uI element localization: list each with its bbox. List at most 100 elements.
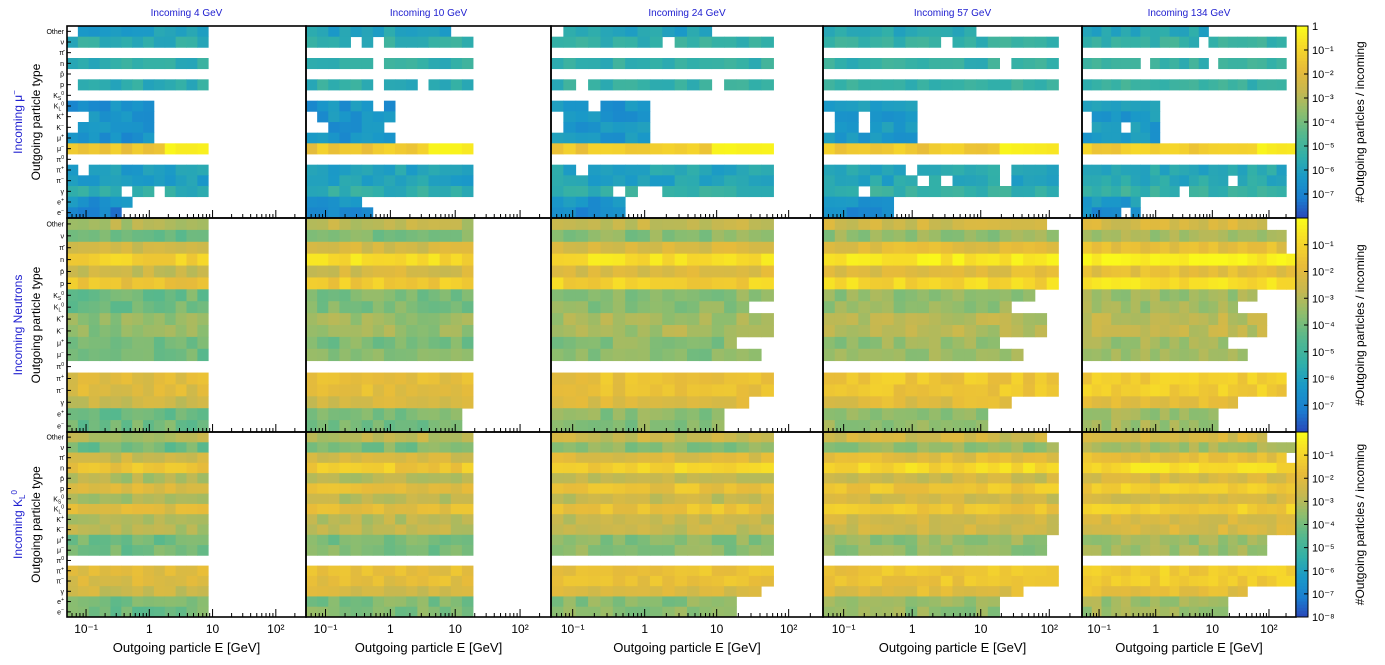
heatmap-cell <box>699 432 713 443</box>
heatmap-cell <box>143 132 155 144</box>
heatmap-cell <box>846 313 859 326</box>
heatmap-cell <box>846 606 859 618</box>
heatmap-cell <box>823 289 836 302</box>
colorbar-segment <box>1296 462 1308 467</box>
heatmap-cell <box>699 524 713 536</box>
heatmap-cell <box>395 301 407 314</box>
heatmap-cell <box>1257 218 1268 231</box>
heatmap-cell <box>67 36 79 48</box>
heatmap-cell <box>143 313 155 326</box>
heatmap-cell <box>450 277 463 290</box>
heatmap-cell <box>551 452 564 464</box>
heatmap-cell <box>186 325 198 338</box>
heatmap-cell <box>428 503 441 515</box>
heatmap-cell <box>699 473 713 484</box>
heatmap-cell <box>976 442 989 453</box>
heatmap-cell <box>132 122 144 134</box>
heatmap-cell <box>1091 313 1102 326</box>
heatmap-cell <box>711 565 725 577</box>
heatmap-cell <box>1198 175 1209 187</box>
heatmap-cell <box>99 229 111 243</box>
y-tick-label: e+ <box>57 410 64 419</box>
heatmap-cell <box>175 372 187 385</box>
colorbar-segment <box>1296 570 1308 575</box>
heatmap-cell <box>687 325 700 338</box>
heatmap-cell <box>917 545 930 556</box>
heatmap-cell <box>361 586 374 597</box>
colorbar-segment <box>1296 360 1308 365</box>
heatmap-cell <box>600 462 614 474</box>
heatmap-cell <box>328 277 340 290</box>
heatmap-cell <box>1034 36 1048 48</box>
heatmap-cell <box>612 207 626 219</box>
heatmap-cell <box>339 524 351 536</box>
heatmap-cell <box>383 186 396 198</box>
heatmap-cell <box>662 524 676 536</box>
heatmap-cell <box>88 253 100 266</box>
y-tick-label: n <box>60 465 64 472</box>
heatmap-cell <box>1120 143 1132 155</box>
heatmap-cell <box>748 514 762 525</box>
heatmap-cell <box>461 596 474 608</box>
heatmap-cell <box>395 175 407 187</box>
heatmap-cell <box>1257 241 1268 255</box>
heatmap-cell <box>306 452 318 464</box>
heatmap-cell <box>905 186 918 198</box>
heatmap-cell <box>1189 493 1200 505</box>
heatmap-cell <box>711 408 725 421</box>
heatmap-cell <box>649 175 663 187</box>
heatmap-cell <box>1130 452 1141 464</box>
heatmap-cell <box>1101 164 1112 176</box>
heatmap-cell <box>1101 408 1112 421</box>
heatmap-cell <box>893 241 906 255</box>
colorbar-segment <box>1296 546 1308 550</box>
colorbar-segment <box>1296 182 1308 187</box>
heatmap-cell <box>612 36 626 48</box>
heatmap-cell <box>917 432 930 443</box>
heatmap-cell <box>417 277 429 290</box>
heatmap-cell <box>1111 277 1122 290</box>
heatmap-cell <box>339 26 351 38</box>
heatmap-cell <box>164 313 177 326</box>
heatmap-cell <box>1150 565 1161 577</box>
heatmap-cell <box>834 348 847 362</box>
heatmap-cell <box>917 277 930 290</box>
heatmap-cell <box>976 325 989 338</box>
heatmap-cell <box>88 372 100 385</box>
heatmap-cell <box>823 606 836 618</box>
heatmap-cell <box>881 473 895 484</box>
heatmap-cell <box>987 396 1000 409</box>
heatmap-cell <box>1140 575 1151 587</box>
heatmap-cell <box>1034 493 1048 505</box>
heatmap-cell <box>893 36 906 48</box>
heatmap-cell <box>724 606 737 618</box>
heatmap-cell <box>88 218 100 231</box>
heatmap-cell <box>1218 289 1229 302</box>
heatmap-cell <box>761 277 774 290</box>
heatmap-cell <box>143 462 155 474</box>
heatmap-cell <box>439 575 452 587</box>
heatmap-cell <box>1011 442 1024 453</box>
heatmap-cell <box>1198 452 1209 464</box>
heatmap-cell <box>881 218 895 231</box>
heatmap-cell <box>1237 79 1248 91</box>
heatmap-cell <box>439 26 452 38</box>
heatmap-cell <box>612 534 626 546</box>
heatmap-cell <box>1150 524 1161 536</box>
heatmap-cell <box>625 277 638 290</box>
heatmap-cell <box>551 462 564 474</box>
heatmap-cell <box>976 289 989 302</box>
heatmap-cell <box>67 493 79 505</box>
heatmap-cell <box>121 100 133 112</box>
heatmap-cell <box>625 586 638 597</box>
heatmap-cell <box>748 265 762 278</box>
heatmap-cell <box>687 218 700 231</box>
heatmap-cell <box>674 442 688 453</box>
heatmap-cell <box>67 524 79 536</box>
heatmap-cell <box>143 514 155 525</box>
heatmap-cell <box>1091 483 1102 495</box>
heatmap-cell <box>132 432 144 443</box>
heatmap-cell <box>834 325 847 338</box>
heatmap-cell <box>662 384 676 397</box>
heatmap-cell <box>575 565 589 577</box>
